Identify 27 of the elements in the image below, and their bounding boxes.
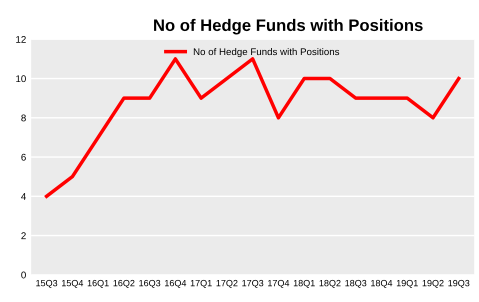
x-tick-label: 19Q2 [422, 280, 444, 288]
line-series [44, 57, 460, 198]
y-tick-label: 0 [21, 272, 26, 278]
chart-title: No of Hedge Funds with Positions [154, 18, 423, 34]
x-tick-label: 17Q2 [216, 280, 238, 288]
x-tick-label: 15Q3 [36, 280, 58, 288]
y-tick-label: 4 [21, 193, 26, 200]
x-tick-label: 17Q3 [242, 280, 264, 288]
legend-label: No of Hedge Funds with Positions [194, 48, 340, 58]
x-tick-label: 19Q1 [396, 280, 418, 288]
x-tick-label: 16Q3 [139, 280, 160, 288]
x-tick-label: 16Q2 [114, 280, 134, 288]
x-tick-label: 17Q4 [268, 280, 290, 288]
y-tick-label: 10 [16, 75, 26, 82]
y-tick-label: 6 [21, 154, 26, 161]
x-tick-label: 18Q2 [320, 280, 341, 288]
x-tick-label: 18Q3 [345, 280, 366, 288]
x-tick-label: 18Q4 [371, 280, 392, 288]
y-tick-label: 2 [21, 232, 26, 240]
x-tick-label: 16Q4 [165, 280, 186, 288]
y-tick-label: 8 [21, 114, 26, 122]
x-tick-label: 16Q1 [88, 280, 109, 288]
x-tick-label: 17Q1 [190, 280, 212, 288]
y-tick-label: 12 [16, 36, 26, 43]
x-tick-label: 18Q1 [294, 280, 315, 288]
x-tick-label: 15Q4 [62, 280, 84, 288]
x-tick-label: 19Q3 [448, 280, 470, 288]
